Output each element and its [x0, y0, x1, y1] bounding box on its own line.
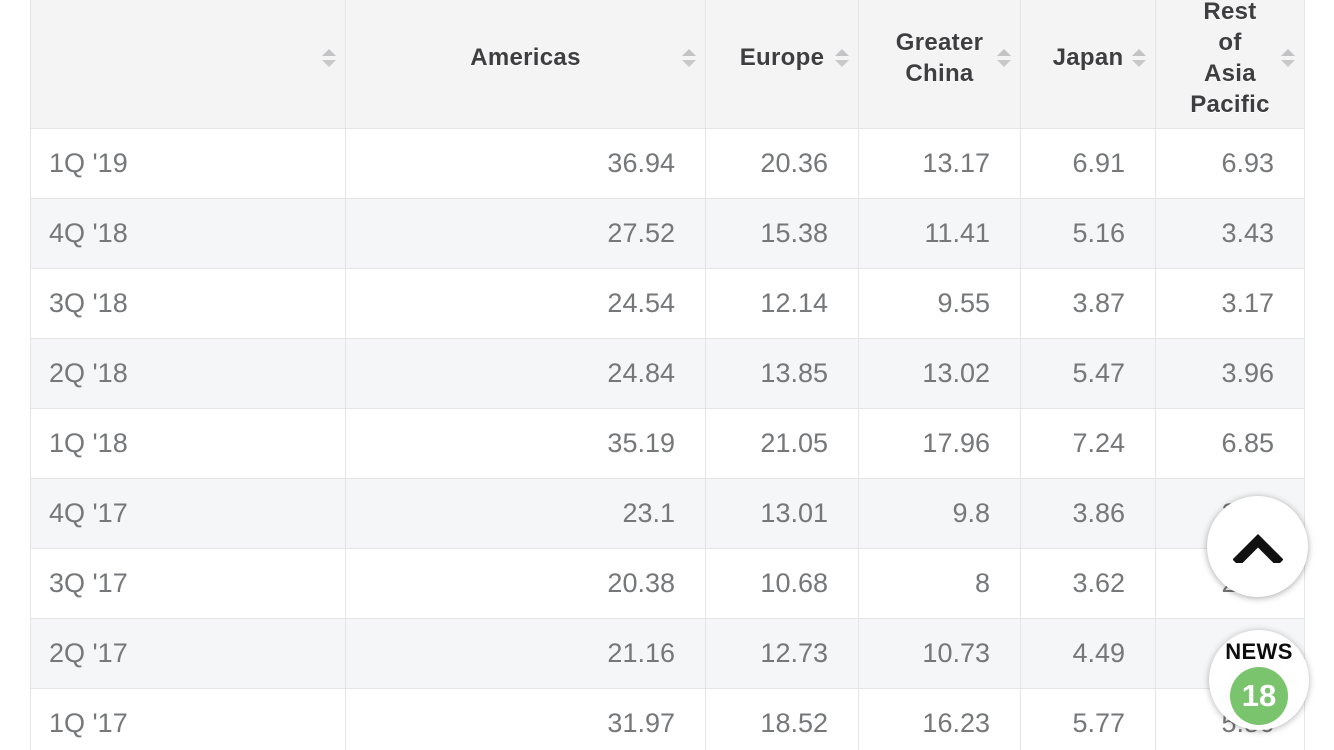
cell-europe: 18.52	[705, 688, 859, 750]
news18-logo-text: NEWS	[1225, 639, 1293, 664]
cell-europe: 10.68	[705, 548, 859, 619]
cell-americas: 35.19	[345, 408, 706, 479]
cell-europe: 12.14	[705, 268, 859, 339]
cell-japan: 5.77	[1020, 688, 1156, 750]
cell-greater-china: 16.23	[858, 688, 1021, 750]
news18-floating-button[interactable]: NEWS 18	[1209, 630, 1309, 730]
sort-icon	[1281, 48, 1295, 67]
cell-europe: 12.73	[705, 618, 859, 689]
row-label: 3Q '17	[30, 548, 346, 619]
cell-japan: 5.47	[1020, 338, 1156, 409]
cell-japan: 7.24	[1020, 408, 1156, 479]
row-label: 1Q '18	[30, 408, 346, 479]
sort-icon	[997, 48, 1011, 67]
column-header-quarter[interactable]	[30, 0, 346, 129]
sort-icon	[322, 48, 336, 67]
table-row: 3Q '17 20.38 10.68 8 3.62 2.73	[30, 548, 1305, 619]
cell-rest-of-asia-pacific: 3.17	[1155, 268, 1305, 339]
cell-americas: 21.16	[345, 618, 706, 689]
news18-logo-circle: 18	[1230, 667, 1288, 725]
table-row: 1Q '18 35.19 21.05 17.96 7.24 6.85	[30, 408, 1305, 479]
table-row: 1Q '19 36.94 20.36 13.17 6.91 6.93	[30, 128, 1305, 199]
cell-japan: 3.86	[1020, 478, 1156, 549]
row-label: 2Q '17	[30, 618, 346, 689]
cell-europe: 20.36	[705, 128, 859, 199]
column-header-japan[interactable]: Japan	[1020, 0, 1156, 129]
cell-japan: 6.91	[1020, 128, 1156, 199]
back-to-top-button[interactable]	[1207, 496, 1308, 597]
cell-greater-china: 10.73	[858, 618, 1021, 689]
cell-americas: 24.54	[345, 268, 706, 339]
cell-americas: 36.94	[345, 128, 706, 199]
row-label: 1Q '19	[30, 128, 346, 199]
cell-rest-of-asia-pacific: 3.43	[1155, 198, 1305, 269]
column-header-rest-of-asia-pacific[interactable]: Rest of Asia Pacific	[1155, 0, 1305, 129]
cell-rest-of-asia-pacific: 3.96	[1155, 338, 1305, 409]
row-label: 2Q '18	[30, 338, 346, 409]
cell-greater-china: 11.41	[858, 198, 1021, 269]
column-header-label: Europe	[739, 44, 825, 71]
cell-japan: 4.49	[1020, 618, 1156, 689]
column-header-europe[interactable]: Europe	[705, 0, 859, 129]
row-label: 1Q '17	[30, 688, 346, 750]
row-label: 3Q '18	[30, 268, 346, 339]
sort-icon	[1132, 48, 1146, 67]
cell-rest-of-asia-pacific: 6.85	[1155, 408, 1305, 479]
table-row: 2Q '18 24.84 13.85 13.02 5.47 3.96	[30, 338, 1305, 409]
news18-logo-number: 18	[1241, 678, 1277, 713]
cell-japan: 5.16	[1020, 198, 1156, 269]
column-header-americas[interactable]: Americas	[345, 0, 706, 129]
data-table-container: Americas Europe Greater China Japan	[30, 0, 1305, 750]
sort-icon	[682, 48, 696, 67]
cell-europe: 13.01	[705, 478, 859, 549]
cell-europe: 13.85	[705, 338, 859, 409]
cell-americas: 23.1	[345, 478, 706, 549]
column-header-label: Rest of Asia Pacific	[1190, 0, 1270, 118]
column-header-greater-china[interactable]: Greater China	[858, 0, 1021, 129]
cell-europe: 21.05	[705, 408, 859, 479]
cell-americas: 31.97	[345, 688, 706, 750]
row-label: 4Q '17	[30, 478, 346, 549]
cell-rest-of-asia-pacific: 6.93	[1155, 128, 1305, 199]
chevron-up-icon	[1232, 533, 1283, 563]
table-row: 4Q '18 27.52 15.38 11.41 5.16 3.43	[30, 198, 1305, 269]
cell-americas: 27.52	[345, 198, 706, 269]
cell-greater-china: 13.02	[858, 338, 1021, 409]
cell-greater-china: 17.96	[858, 408, 1021, 479]
table-row: 2Q '17 21.16 12.73 10.73 4.49 3.8	[30, 618, 1305, 689]
column-header-label: Japan	[1052, 44, 1124, 71]
cell-japan: 3.87	[1020, 268, 1156, 339]
sort-icon	[835, 48, 849, 67]
table-row: 3Q '18 24.54 12.14 9.55 3.87 3.17	[30, 268, 1305, 339]
table-row: 1Q '17 31.97 18.52 16.23 5.77 5.86	[30, 688, 1305, 750]
cell-americas: 24.84	[345, 338, 706, 409]
cell-greater-china: 9.55	[858, 268, 1021, 339]
cell-greater-china: 13.17	[858, 128, 1021, 199]
cell-americas: 20.38	[345, 548, 706, 619]
cell-japan: 3.62	[1020, 548, 1156, 619]
row-label: 4Q '18	[30, 198, 346, 269]
cell-europe: 15.38	[705, 198, 859, 269]
column-header-label: Americas	[470, 44, 581, 71]
data-table: Americas Europe Greater China Japan	[30, 0, 1305, 750]
table-row: 4Q '17 23.1 13.01 9.8 3.86 2.93	[30, 478, 1305, 549]
cell-greater-china: 9.8	[858, 478, 1021, 549]
column-header-label: Greater China	[895, 28, 984, 87]
header-row: Americas Europe Greater China Japan	[30, 0, 1305, 129]
cell-greater-china: 8	[858, 548, 1021, 619]
